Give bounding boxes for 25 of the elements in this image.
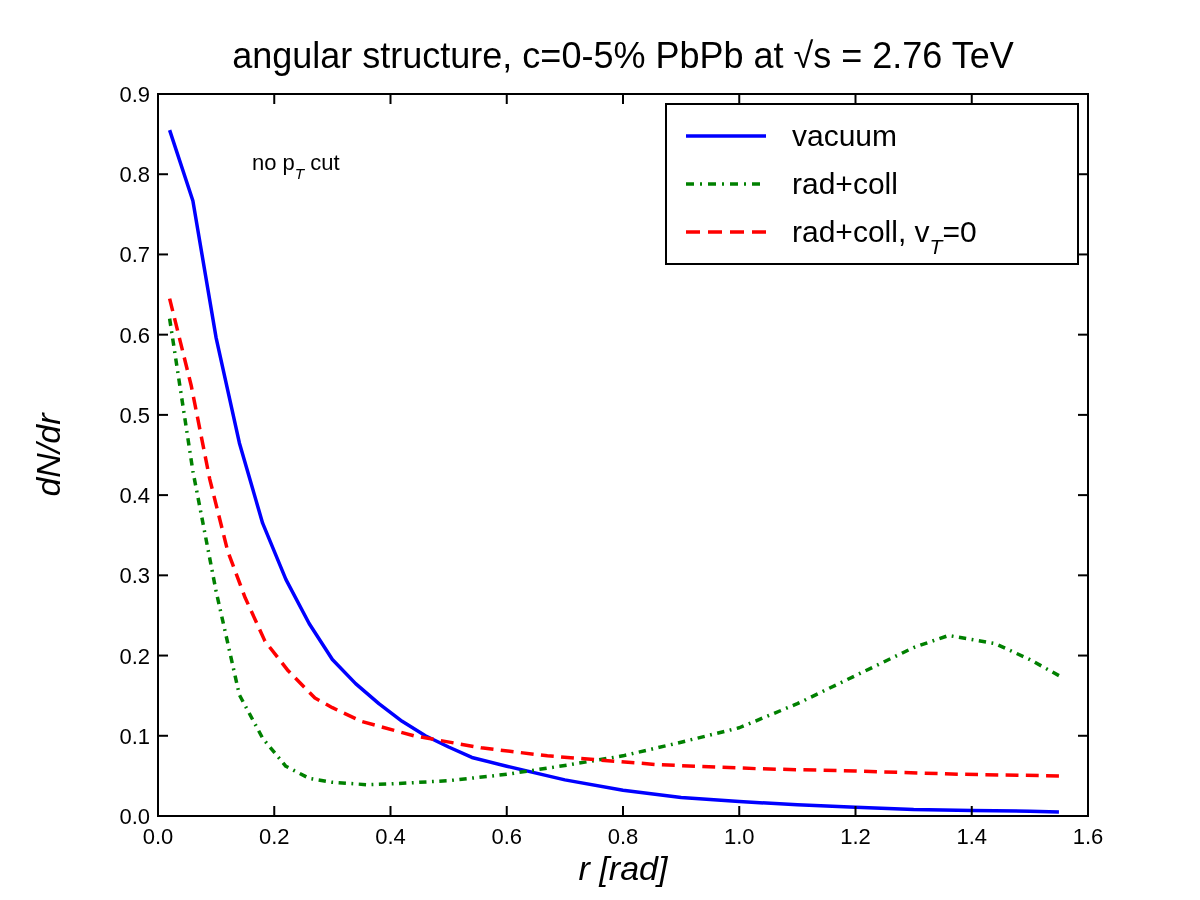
y-tick-label: 0.7 [119, 242, 150, 268]
chart-title: angular structure, c=0-5% PbPb at √s = 2.76 TeV [232, 35, 1014, 76]
x-tick-label: 1.4 [956, 824, 988, 849]
x-tick-label: 0.6 [491, 824, 523, 849]
y-tick-label: 0.9 [119, 82, 150, 107]
x-tick-label: 1.0 [723, 824, 755, 849]
x-tick-label: 0.2 [258, 824, 290, 849]
y-tick-label: 0.4 [119, 483, 150, 509]
x-tick-label: 1.2 [840, 824, 871, 849]
x-tick-label: 1.6 [1072, 824, 1104, 849]
x-tick-label: 0.8 [607, 824, 639, 849]
y-tick-label: 0.2 [119, 643, 150, 669]
x-tick-label: 0.4 [375, 824, 406, 849]
annotation: no p$_{T}$ cut [252, 150, 340, 182]
line-series [167, 128, 1061, 814]
legend-label: rad+coll, v$_{T}$=0 [792, 215, 977, 258]
y-tick-label: 0.5 [119, 402, 150, 428]
y-tick-label: 0.6 [119, 322, 150, 348]
y-axis-title: dN/dr [29, 411, 67, 497]
legend-label: rad+coll [792, 167, 898, 200]
y-tick-label: 0.3 [119, 563, 150, 589]
y-tick-label: 0.8 [119, 162, 150, 188]
x-axis-title: r [rad] [578, 849, 669, 887]
legend-label: vacuum [792, 119, 898, 152]
y-tick-label: 0.1 [119, 723, 150, 749]
